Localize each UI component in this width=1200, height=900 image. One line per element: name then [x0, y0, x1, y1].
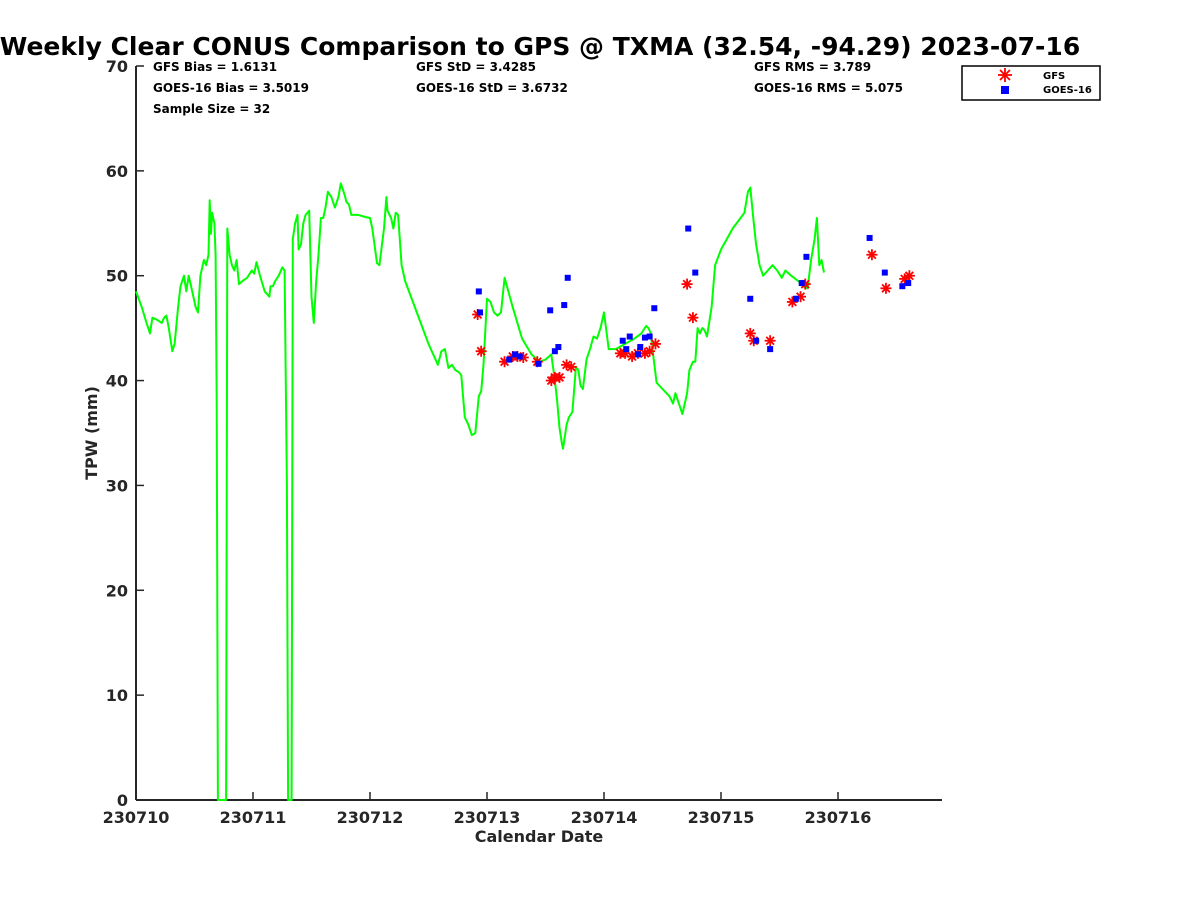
goes-point — [564, 274, 571, 281]
gfs-point — [475, 345, 487, 357]
goes-point — [905, 280, 912, 287]
goes-point — [747, 295, 754, 302]
gps-series-line — [135, 182, 825, 801]
stat-gfs-std: GFS StD = 3.4285 — [416, 60, 536, 74]
legend-goes-square — [1001, 86, 1009, 94]
gfs-point — [681, 278, 693, 290]
gfs-point — [903, 270, 915, 282]
x-ticks: 230710 230711 230712 230713 230714 230715 2307… — [103, 792, 872, 827]
y-tick-label: 50 — [106, 267, 128, 286]
goes-point — [685, 225, 692, 232]
x-axis-label: Calendar Date — [475, 827, 604, 846]
legend-gfs-marker — [998, 68, 1012, 82]
axes — [135, 66, 942, 801]
x-tick-label: 230710 — [103, 808, 170, 827]
goes-point — [516, 353, 523, 360]
stat-goes-std: GOES-16 StD = 3.6732 — [416, 81, 568, 95]
y-tick-label: 60 — [106, 162, 128, 181]
y-axis-label: TPW (mm) — [82, 386, 101, 480]
x-tick-label: 230714 — [571, 808, 638, 827]
goes-point — [767, 346, 774, 353]
goes-point — [623, 346, 630, 353]
y-tick-label: 70 — [106, 57, 128, 76]
x-tick-label: 230716 — [805, 808, 872, 827]
y-tick-label: 10 — [106, 686, 128, 705]
x-tick-label: 230712 — [337, 808, 404, 827]
x-tick-label: 230713 — [454, 808, 521, 827]
goes-point — [547, 307, 554, 314]
y-tick-label: 40 — [106, 372, 128, 391]
gfs-point — [866, 249, 878, 261]
goes-point — [692, 269, 699, 276]
gfs-point — [565, 361, 577, 373]
y-tick-label: 0 — [117, 791, 128, 810]
goes-point — [792, 295, 799, 302]
goes-point — [561, 302, 568, 309]
legend: GFS GOES-16 — [961, 65, 1101, 101]
goes-point — [637, 344, 644, 351]
goes-point — [798, 280, 805, 287]
legend-goes-marker — [1001, 86, 1009, 94]
gfs-point — [687, 312, 699, 324]
goes-point — [634, 351, 641, 358]
stat-goes-bias: GOES-16 Bias = 3.5019 — [153, 81, 309, 95]
goes-scatter-series — [475, 225, 912, 367]
gfs-point — [649, 338, 661, 350]
goes-point — [619, 337, 626, 344]
goes-point — [535, 360, 542, 367]
goes-point — [866, 234, 873, 241]
gfs-point — [880, 282, 892, 294]
goes-point — [626, 333, 633, 340]
legend-label-gfs: GFS — [1043, 71, 1065, 82]
goes-point — [476, 309, 483, 316]
goes-point — [475, 288, 482, 295]
goes-point — [899, 283, 906, 290]
goes-point — [881, 269, 888, 276]
x-tick-label: 230715 — [688, 808, 755, 827]
stat-sample-size: Sample Size = 32 — [153, 102, 270, 116]
chart-title: Weekly Clear CONUS Comparison to GPS @ T… — [0, 32, 1080, 61]
legend-box — [961, 65, 1101, 101]
goes-point — [803, 253, 810, 260]
goes-point — [646, 333, 653, 340]
y-ticks: 0 10 20 30 40 50 60 70 — [106, 57, 144, 810]
goes-point — [512, 351, 519, 358]
y-tick-label: 30 — [106, 476, 128, 495]
x-tick-label: 230711 — [220, 808, 287, 827]
legend-gfs-asterisk — [998, 68, 1012, 82]
stat-gfs-rms: GFS RMS = 3.789 — [754, 60, 871, 74]
gfs-point — [764, 335, 776, 347]
y-tick-label: 20 — [106, 581, 128, 600]
legend-label-goes: GOES-16 — [1043, 85, 1092, 96]
gfs-point — [554, 371, 566, 383]
goes-point — [555, 344, 562, 351]
gps-line-series — [135, 182, 825, 801]
goes-point — [753, 337, 760, 344]
stat-goes-rms: GOES-16 RMS = 5.075 — [754, 81, 903, 95]
goes-point — [506, 356, 513, 363]
stat-gfs-bias: GFS Bias = 1.6131 — [153, 60, 277, 74]
gfs-point — [644, 345, 656, 357]
goes-point — [651, 305, 658, 312]
goes-point — [641, 334, 648, 341]
goes-point — [551, 348, 558, 355]
